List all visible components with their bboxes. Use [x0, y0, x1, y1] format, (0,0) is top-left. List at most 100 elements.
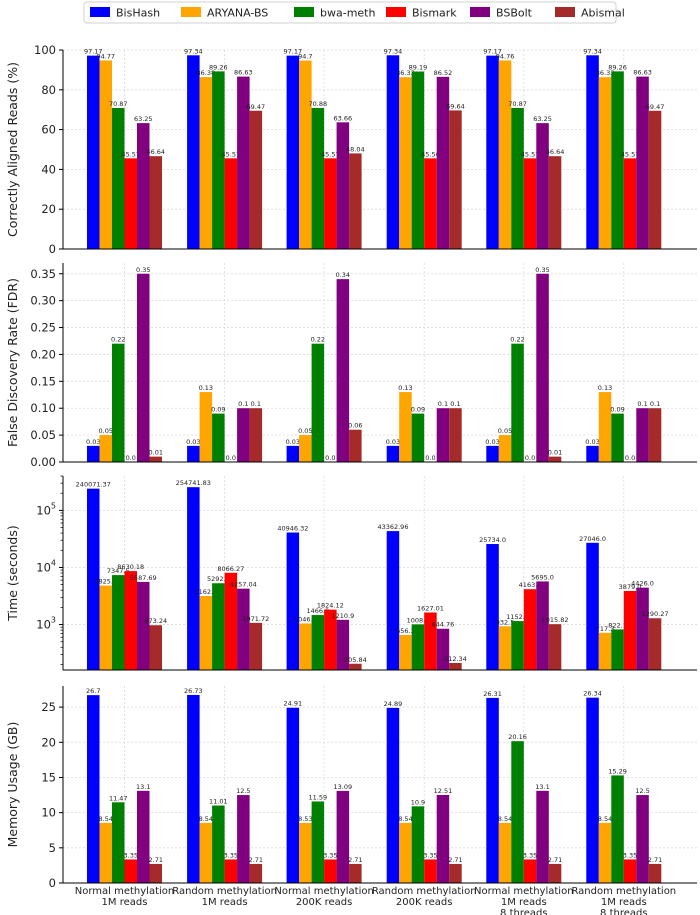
bar-bismark [623, 158, 637, 249]
legend-item-bismark: Bismark [386, 7, 457, 20]
data-label: 25734.0 [479, 536, 506, 544]
y-tick-label: 5 [49, 841, 56, 855]
data-label: 3879.0 [619, 583, 642, 591]
bar-bwa-meth [611, 71, 624, 250]
legend-swatch [90, 7, 110, 17]
data-label: 1290.27 [642, 610, 669, 618]
data-label: 15.29 [608, 767, 627, 775]
data-label: 97.34 [184, 47, 203, 55]
bar-bsbolt [436, 628, 450, 670]
bar-bismark [324, 158, 337, 249]
bar-abismal [449, 110, 462, 249]
data-label: 1046.5 [294, 615, 317, 623]
data-label: 4825.1 [94, 578, 117, 586]
bar-bishash [286, 532, 300, 670]
bar-bismark [424, 612, 437, 670]
legend-swatch [294, 7, 314, 17]
bar-aryana-bs [399, 635, 412, 670]
y-axis-label: Time (seconds) [5, 525, 20, 621]
bar-bishash [286, 707, 300, 883]
bar-bwa-meth [511, 343, 524, 462]
bar-bishash [87, 55, 100, 249]
bar-bsbolt [636, 408, 649, 462]
data-label: 43362.96 [377, 523, 408, 531]
data-label: 46.64 [146, 148, 165, 156]
x-tick-label: Normal methylation 1M reads [75, 886, 175, 908]
data-label: 0.35 [535, 266, 549, 274]
legend-item-aryana-bs: ARYANA-BS [181, 7, 268, 20]
data-label: 45.57 [222, 150, 241, 158]
data-label: 0.22 [111, 336, 125, 344]
bar-bsbolt [536, 790, 549, 883]
data-label: 97.34 [384, 47, 403, 55]
bar-bwa-meth [611, 629, 624, 670]
panel-memory-usage: 0 5 10 15 20 25 26.7 26.73 24.91 24.89 26.31 26.34 8… [5, 686, 697, 890]
data-label: 0.05 [99, 427, 113, 435]
data-label: 89.19 [409, 64, 428, 72]
data-label: 1824.12 [317, 602, 344, 610]
legend-item-abismal: Abismal [555, 7, 625, 20]
data-label: 240071.37 [76, 481, 111, 489]
data-label: 8066.27 [217, 565, 244, 573]
bar-bsbolt [636, 795, 649, 883]
y-tick-label: 105 [36, 501, 56, 517]
bar-bishash [586, 697, 599, 883]
bar-bismark [124, 158, 137, 249]
y-tick-label: 0.15 [30, 374, 56, 388]
bar-bishash [187, 487, 200, 670]
bar-bsbolt [436, 76, 450, 250]
bar-aryana-bs [99, 822, 112, 883]
y-tick-label: 0.20 [30, 347, 56, 361]
bar-bismark [523, 158, 537, 249]
data-label: 26.31 [483, 690, 502, 698]
data-label: 10.9 [411, 798, 425, 806]
bar-abismal [648, 110, 662, 249]
data-label: 27046.0 [579, 535, 606, 543]
data-label: 8630.18 [117, 563, 144, 571]
data-label: 70.87 [109, 100, 128, 108]
bar-bishash [486, 55, 499, 249]
legend-item-bsbolt: BSBolt [470, 7, 533, 20]
bar-bsbolt [536, 123, 549, 249]
data-label: 97.17 [284, 48, 303, 56]
data-label: 86.63 [633, 69, 652, 77]
bar-aryana-bs [399, 77, 412, 249]
bar-aryana-bs [299, 60, 312, 250]
data-label: 0.22 [311, 336, 325, 344]
bar-bishash [386, 445, 400, 462]
data-label: 5292.7 [207, 575, 230, 583]
legend-item-bishash: BisHash [90, 7, 160, 20]
bar-abismal [249, 622, 263, 670]
data-label: 97.17 [84, 48, 103, 56]
data-label: 656.3 [396, 627, 415, 635]
data-label: 0.13 [398, 384, 412, 392]
bar-bishash [87, 445, 100, 462]
legend-label: bwa-meth [320, 7, 375, 20]
data-label: 0.09 [211, 406, 225, 414]
data-label: 8.54 [199, 815, 213, 823]
y-axis-label: False Discovery Rate (FDR) [5, 278, 20, 447]
data-label: 45.56 [421, 150, 440, 158]
data-label: 8.54 [598, 815, 612, 823]
data-label: 822.1 [608, 621, 627, 629]
bar-bsbolt [336, 790, 350, 883]
data-label: 0.1 [650, 400, 660, 408]
data-label: 1152.0 [506, 613, 529, 621]
bar-abismal [548, 624, 562, 670]
bar-aryana-bs [399, 822, 412, 883]
bar-bsbolt [636, 587, 649, 670]
data-label: 24.91 [284, 700, 303, 708]
bar-bwa-meth [212, 583, 225, 670]
panel-time-seconds: 103 104 105 240071.37 254741.83 40946.32 43362… [5, 475, 697, 671]
data-label: 86.38 [197, 69, 216, 77]
bar-bwa-meth [611, 413, 624, 462]
data-label: 4426.0 [631, 580, 654, 588]
bar-bsbolt [436, 794, 450, 883]
data-label: 844.76 [432, 621, 455, 629]
data-label: 0.03 [585, 438, 599, 446]
bar-bishash [586, 55, 599, 250]
bar-aryana-bs [498, 60, 512, 250]
bar-bismark [124, 571, 137, 670]
bar-bwa-meth [411, 413, 425, 462]
y-tick-label: 15 [41, 770, 56, 784]
